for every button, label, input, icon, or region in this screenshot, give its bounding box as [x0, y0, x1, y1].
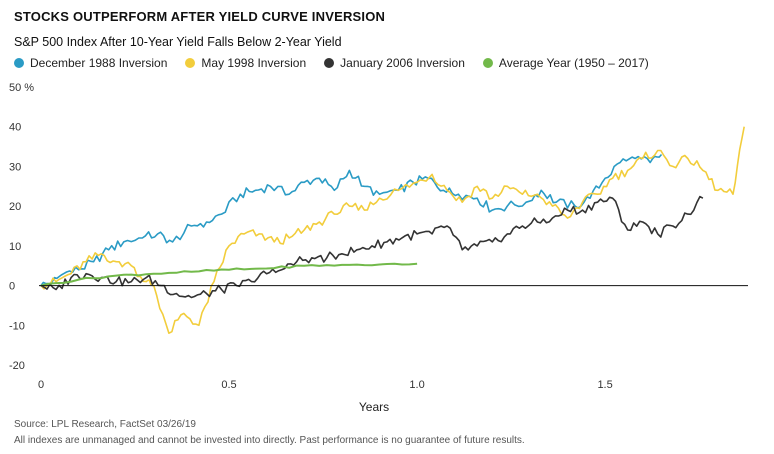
chart-legend: December 1988 Inversion May 1998 Inversio…: [14, 55, 667, 71]
legend-item: December 1988 Inversion: [14, 56, 167, 70]
y-tick-label: 30: [9, 161, 21, 173]
chart-title: STOCKS OUTPERFORM AFTER YIELD CURVE INVE…: [14, 9, 386, 24]
x-tick-label: 0.5: [221, 379, 236, 391]
series-line: [40, 195, 704, 299]
legend-item: Average Year (1950 – 2017): [482, 56, 649, 70]
legend-label: Average Year (1950 – 2017): [498, 56, 649, 70]
series-line: [40, 153, 663, 287]
series-line: [40, 262, 418, 287]
legend-dot-icon: [324, 58, 335, 68]
x-tick-label: 0: [38, 379, 44, 391]
x-axis-label: Years: [359, 400, 389, 414]
x-tick-label: 1.5: [597, 379, 612, 391]
disclaimer-note: All indexes are unmanaged and cannot be …: [14, 435, 525, 446]
y-tick-label: 0: [9, 281, 15, 293]
y-tick-label: -10: [9, 320, 25, 332]
y-tick-label: -20: [9, 360, 25, 372]
legend-item: May 1998 Inversion: [185, 56, 306, 70]
legend-dot-icon: [185, 58, 196, 68]
x-tick-label: 1.0: [409, 379, 424, 391]
series-line: [40, 126, 745, 335]
source-note: Source: LPL Research, FactSet 03/26/19: [14, 419, 196, 430]
legend-label: January 2006 Inversion: [340, 56, 465, 70]
legend-dot-icon: [14, 58, 24, 68]
legend-label: December 1988 Inversion: [30, 56, 168, 70]
y-tick-label: 40: [9, 122, 21, 134]
chart-subtitle: S&P 500 Index After 10-Year Yield Falls …: [14, 35, 342, 49]
legend-label: May 1998 Inversion: [201, 56, 307, 70]
y-tick-label: 20: [9, 201, 21, 213]
y-tick-label: 50 %: [9, 82, 34, 94]
legend-dot-icon: [482, 58, 493, 68]
y-tick-label: 10: [9, 241, 21, 253]
legend-item: January 2006 Inversion: [324, 56, 465, 70]
